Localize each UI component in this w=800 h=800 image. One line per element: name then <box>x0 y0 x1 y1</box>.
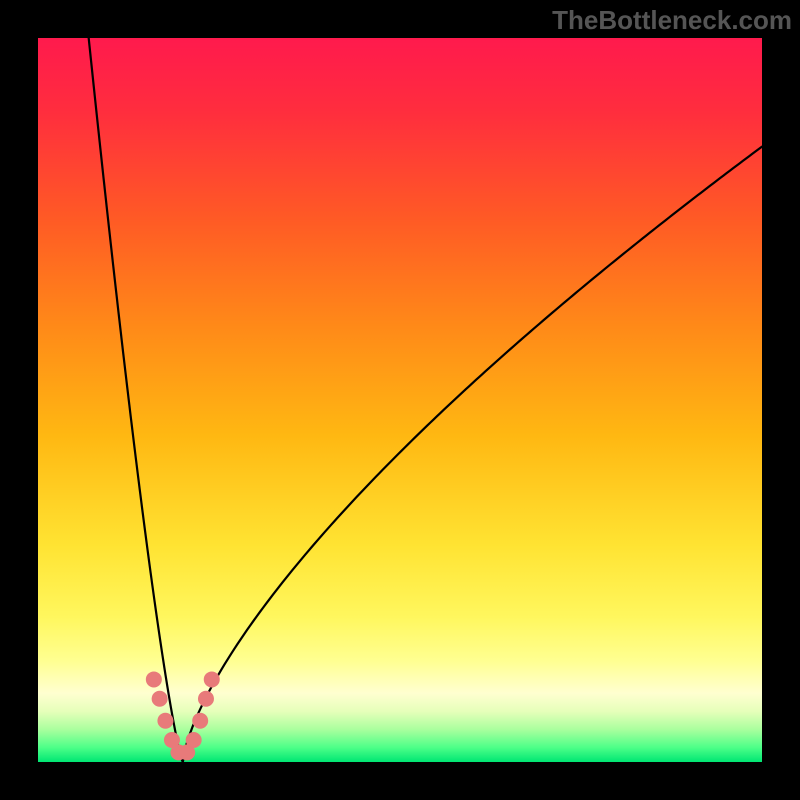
marker-dot <box>186 732 202 748</box>
marker-dot <box>204 671 220 687</box>
chart-plot-area <box>38 38 762 762</box>
marker-dot <box>198 691 214 707</box>
marker-dot <box>146 671 162 687</box>
chart-svg <box>38 38 762 762</box>
watermark-label: TheBottleneck.com <box>552 5 792 36</box>
marker-dot <box>157 713 173 729</box>
marker-dot <box>152 691 168 707</box>
marker-dot <box>192 713 208 729</box>
chart-background <box>38 38 762 762</box>
